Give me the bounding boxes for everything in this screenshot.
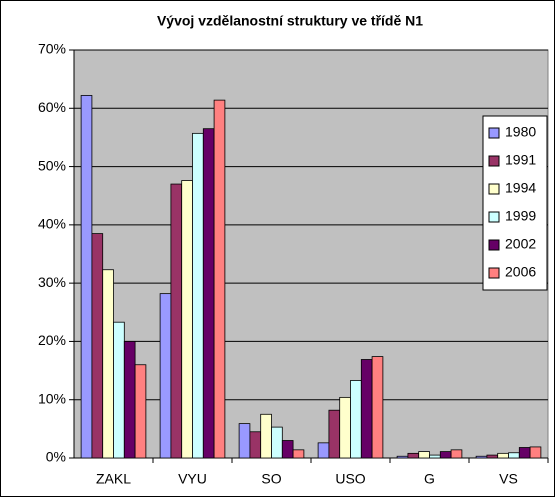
y-tick-label: 10% — [38, 390, 66, 406]
bar — [271, 426, 283, 459]
y-tick-label: 40% — [38, 216, 66, 232]
bar — [486, 454, 499, 459]
bar — [213, 99, 226, 459]
bar — [360, 359, 373, 459]
bar — [339, 396, 351, 459]
x-tick-label: USO — [335, 471, 365, 487]
bar — [450, 449, 463, 459]
legend-swatch — [488, 211, 500, 223]
x-tick-label: G — [424, 471, 435, 487]
plot-area — [73, 49, 549, 459]
legend-label: 2002 — [505, 236, 536, 252]
x-tick-label: SO — [261, 471, 281, 487]
bar — [529, 446, 542, 459]
legend-label: 2006 — [505, 264, 536, 280]
legend-swatch — [488, 239, 500, 251]
bar — [292, 449, 305, 459]
legend-label: 1994 — [505, 180, 536, 196]
bar — [123, 341, 136, 459]
bar — [80, 95, 93, 459]
x-tick-label: ZAKL — [96, 471, 131, 487]
legend-label: 1980 — [505, 124, 536, 140]
bar — [202, 128, 215, 459]
bar — [328, 409, 341, 459]
bar — [113, 321, 125, 459]
y-tick-label: 50% — [38, 157, 66, 173]
legend-swatch — [488, 127, 500, 139]
bar — [418, 451, 430, 459]
chart-title: Vývoj vzdělanostní struktury ve třídě N1 — [157, 13, 423, 29]
y-tick-label: 20% — [38, 332, 66, 348]
bar — [475, 455, 488, 459]
legend-box — [482, 115, 548, 291]
bar — [317, 442, 330, 459]
bar — [508, 452, 520, 459]
x-tick-label: VYU — [178, 471, 207, 487]
bar — [407, 452, 420, 459]
bar — [429, 454, 441, 459]
bar — [91, 233, 104, 459]
bar — [497, 452, 509, 459]
bar — [396, 455, 409, 459]
bar — [371, 356, 384, 459]
bar — [439, 451, 452, 459]
bar — [518, 447, 531, 459]
bar — [350, 380, 362, 459]
bar — [170, 183, 183, 459]
legend-swatch — [488, 183, 500, 195]
y-tick-label: 70% — [38, 41, 66, 57]
bar — [134, 364, 147, 459]
bar — [102, 269, 114, 459]
bar — [260, 413, 272, 459]
legend-swatch — [488, 155, 500, 167]
bar — [159, 293, 172, 459]
bar — [192, 132, 204, 459]
bar — [249, 431, 262, 459]
y-tick-label: 60% — [38, 99, 66, 115]
bar — [281, 440, 294, 459]
legend-label: 1999 — [505, 208, 536, 224]
legend-swatch — [488, 267, 500, 279]
bar — [181, 180, 193, 459]
bar — [238, 423, 251, 459]
x-tick-label: VS — [499, 471, 518, 487]
y-tick-label: 30% — [38, 274, 66, 290]
legend-label: 1991 — [505, 152, 536, 168]
y-tick-label: 0% — [46, 449, 66, 465]
